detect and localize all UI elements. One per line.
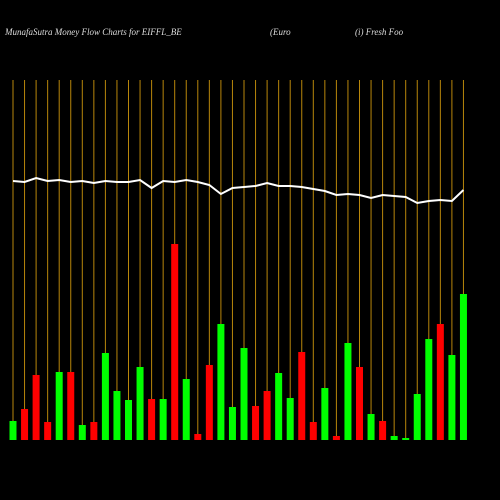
chart-title: MunafaSutra Money Flow Charts for EIFFL_…	[4, 27, 182, 37]
bar	[459, 294, 467, 440]
bar	[275, 373, 283, 440]
bar	[21, 409, 29, 440]
bar	[67, 372, 75, 440]
bar	[344, 343, 352, 440]
chart-subtitle: (Euro	[270, 27, 291, 37]
bar	[194, 434, 202, 440]
bar	[298, 352, 306, 440]
bar	[205, 365, 213, 440]
bar	[356, 367, 363, 440]
bar	[228, 407, 236, 440]
bar	[217, 324, 225, 440]
bar	[332, 436, 340, 440]
chart-subtitle: (i) Fresh Foo	[355, 27, 404, 37]
bar	[321, 388, 329, 440]
bar	[413, 394, 421, 440]
bar	[252, 406, 260, 440]
bar	[390, 436, 398, 440]
bar	[263, 391, 271, 440]
bar	[240, 348, 248, 440]
bar	[90, 422, 98, 440]
bar	[44, 422, 52, 440]
bar	[309, 422, 317, 440]
bar	[78, 425, 86, 440]
bar	[171, 244, 179, 440]
bar	[425, 339, 433, 440]
bar	[113, 391, 121, 440]
bar	[402, 438, 410, 440]
bar	[148, 399, 156, 440]
bar	[55, 372, 63, 440]
bar	[286, 398, 294, 440]
bar	[101, 353, 109, 440]
bar	[159, 399, 167, 440]
bar	[32, 375, 40, 440]
bar	[9, 421, 17, 440]
bar	[125, 400, 132, 440]
bar	[182, 379, 190, 440]
bar	[379, 421, 387, 440]
bar	[448, 355, 456, 440]
bar	[136, 367, 144, 440]
money-flow-line	[12, 176, 465, 205]
bar	[436, 324, 444, 440]
bar	[367, 414, 375, 440]
